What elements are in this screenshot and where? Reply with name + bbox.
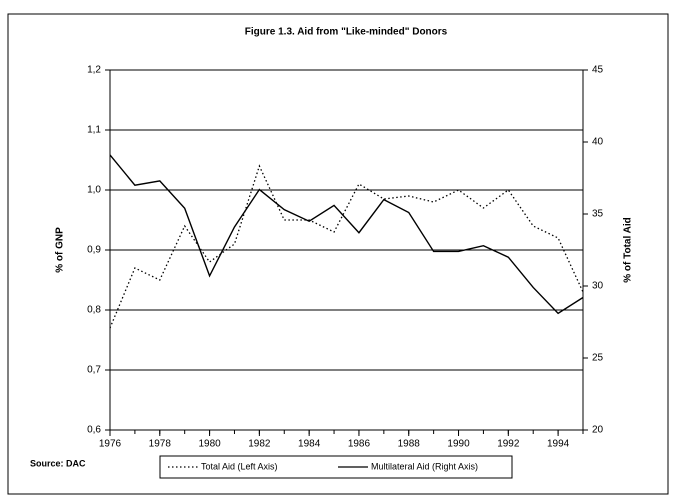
source: Source: DAC [30,458,86,468]
y-axis-label: % of GNP [55,227,66,273]
y2-tick-label: 40 [592,137,604,148]
y-tick-label: 0,8 [87,305,101,316]
y2-tick-label: 45 [592,65,604,76]
legend-label: Multilateral Aid (Right Axis) [371,461,478,471]
y-tick-label: 0,9 [87,245,101,256]
legend-box [159,455,513,479]
y-tick-label: 1,2 [87,65,101,76]
y2-tick-label: 25 [592,353,604,364]
y-tick-label: 1,1 [87,125,101,136]
y-tick-label: 0,6 [87,425,101,436]
y-tick-label: 0,7 [87,365,101,376]
x-tick-label: 1982 [248,439,271,450]
x-tick-label: 1984 [298,439,321,450]
frame [7,13,669,495]
x-tick-label: 1986 [348,439,371,450]
y-tick-label: 1,0 [87,185,101,196]
x-tick-label: 1980 [198,439,221,450]
x-tick-label: 1992 [497,439,520,450]
x-tick-label: 1978 [149,439,172,450]
y2-tick-label: 20 [592,425,604,436]
x-tick-label: 1976 [99,439,122,450]
chart-title: Figure 1.3. Aid from "Like-minded" Donor… [245,27,448,38]
legend-label: Total Aid (Left Axis) [201,461,278,471]
y2-axis-label: % of Total Aid [623,217,634,283]
y2-tick-label: 35 [592,209,604,220]
y2-tick-label: 30 [592,281,604,292]
x-tick-label: 1994 [547,439,570,450]
x-tick-label: 1990 [447,439,470,450]
series-line [109,154,584,315]
x-tick-label: 1988 [398,439,421,450]
